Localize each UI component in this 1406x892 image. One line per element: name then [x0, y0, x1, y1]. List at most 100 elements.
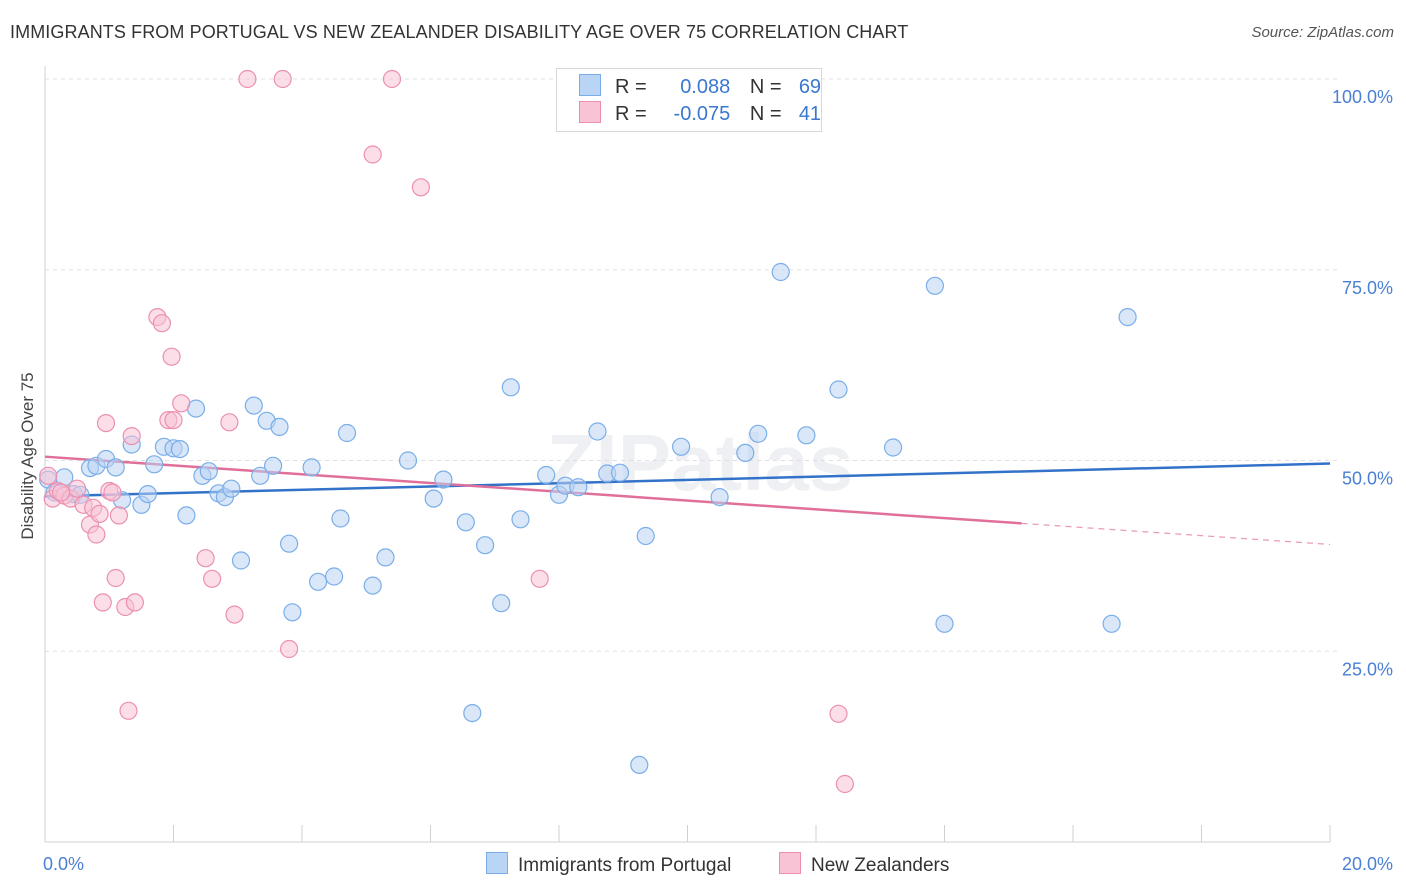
legend-n-value: 69: [798, 76, 822, 98]
portugal-point: [424, 489, 443, 508]
portugal-point: [199, 462, 218, 481]
legend-n-value: 41: [798, 103, 822, 125]
nz-point: [125, 593, 144, 612]
legend-n-label: N =: [749, 103, 782, 125]
portugal-point: [264, 456, 283, 475]
portugal-point: [935, 614, 954, 633]
nz-point: [225, 605, 244, 624]
portugal-point: [177, 506, 196, 525]
nz-point: [109, 506, 129, 525]
portugal-point: [610, 463, 630, 482]
portugal-point: [280, 534, 299, 553]
portugal-point: [537, 465, 556, 485]
nz-point: [196, 549, 215, 568]
portugal-point: [925, 276, 945, 295]
portugal-point: [463, 703, 482, 723]
nz-point: [164, 411, 183, 430]
nz-point: [152, 314, 171, 333]
portugal-point: [1102, 614, 1121, 633]
portugal-point: [309, 572, 328, 591]
portugal-point: [636, 526, 655, 546]
bottom-legend-swatch-portugal: [486, 852, 508, 874]
nz-point: [411, 178, 430, 197]
nz-point: [93, 593, 112, 612]
legend-r-label: R =: [615, 103, 647, 125]
bottom-legend-portugal[interactable]: Immigrants from Portugal: [486, 852, 731, 877]
bottom-legend-label-portugal: Immigrants from Portugal: [518, 855, 732, 876]
portugal-point: [398, 451, 418, 470]
legend-swatch-portugal: [579, 74, 601, 96]
portugal-point: [376, 548, 395, 567]
portugal-point: [829, 380, 848, 399]
legend-n-label: N =: [749, 76, 782, 98]
portugal-point: [244, 396, 263, 415]
portugal-point: [588, 422, 607, 441]
nz-trend-line-dashed: [1021, 522, 1331, 546]
y-tick-label: 75.0%: [1342, 278, 1393, 298]
portugal-point: [1118, 308, 1137, 327]
nz-point: [51, 483, 71, 502]
nz-point: [829, 704, 848, 723]
x-tick-label: 0.0%: [43, 854, 84, 874]
portugal-point: [302, 458, 321, 477]
portugal-point: [511, 510, 530, 529]
y-axis-label: Disability Age Over 75: [18, 372, 37, 539]
portugal-point: [630, 755, 649, 775]
portugal-point: [710, 488, 729, 507]
portugal-point: [106, 458, 125, 477]
nz-point: [363, 145, 382, 164]
portugal-point: [283, 603, 302, 622]
portugal-point: [231, 551, 251, 570]
portugal-point: [671, 437, 691, 456]
bottom-legend-swatch-nz: [779, 852, 801, 874]
y-tick-label: 50.0%: [1342, 469, 1393, 489]
data-points: [39, 69, 1137, 794]
source-label: Source: ZipAtlas.com: [1251, 24, 1394, 41]
portugal-point: [270, 417, 289, 436]
portugal-point: [363, 576, 382, 595]
portugal-trend-line: [44, 462, 1331, 498]
axes: [44, 66, 1331, 843]
portugal-point: [325, 567, 344, 586]
portugal-point: [145, 455, 164, 474]
legend-row-portugal: R = 0.088 N = 69: [579, 74, 821, 100]
nz-point: [87, 525, 106, 544]
nz-point: [39, 466, 58, 485]
nz-point: [172, 394, 191, 413]
nz-point: [67, 479, 87, 498]
y-tick-label: 100.0%: [1332, 87, 1393, 107]
portugal-point: [569, 478, 588, 497]
x-tick-label: 20.0%: [1342, 854, 1393, 874]
portugal-point: [501, 378, 520, 397]
nz-point: [273, 69, 292, 89]
portugal-point: [736, 443, 755, 462]
portugal-point: [492, 594, 511, 613]
chart-title: IMMIGRANTS FROM PORTUGAL VS NEW ZEALANDE…: [10, 22, 909, 42]
nz-point: [220, 413, 239, 432]
portugal-point: [456, 513, 475, 532]
portugal-point: [138, 485, 157, 504]
nz-point: [106, 568, 125, 588]
nz-point: [119, 701, 138, 720]
portugal-point: [222, 479, 241, 498]
nz-point: [382, 69, 402, 89]
portugal-point: [749, 424, 768, 443]
nz-point: [280, 639, 299, 659]
nz-point: [96, 414, 116, 433]
portugal-point: [797, 426, 816, 445]
legend-swatch-nz: [579, 101, 601, 123]
portugal-point: [434, 470, 453, 489]
nz-point: [122, 427, 141, 446]
nz-point: [90, 504, 109, 524]
y-tick-label: 25.0%: [1342, 659, 1393, 679]
nz-point: [835, 774, 855, 794]
tick-labels: 25.0% 50.0% 75.0% 100.0% 0.0% 20.0%: [43, 87, 1393, 874]
bottom-legend-nz[interactable]: New Zealanders: [779, 852, 949, 877]
portugal-point: [331, 509, 350, 528]
portugal-point: [170, 440, 189, 459]
portugal-point: [476, 536, 495, 555]
nz-point: [162, 347, 181, 366]
portugal-point: [337, 423, 357, 443]
legend-r-value: -0.075: [673, 103, 731, 125]
